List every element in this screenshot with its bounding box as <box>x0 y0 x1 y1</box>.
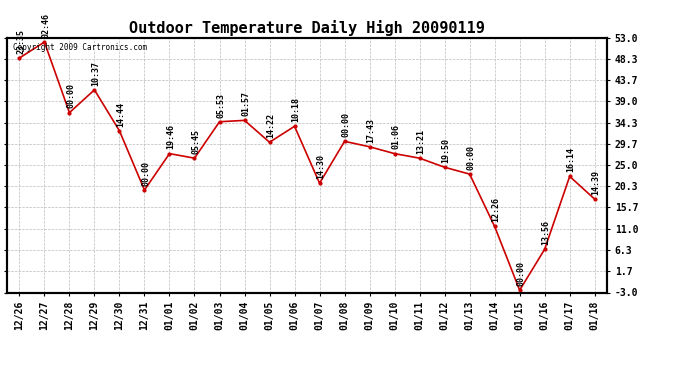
Text: 00:00: 00:00 <box>342 112 351 137</box>
Text: 01:06: 01:06 <box>391 124 400 150</box>
Text: 14:44: 14:44 <box>117 102 126 127</box>
Text: 16:14: 16:14 <box>566 147 575 172</box>
Text: 13:21: 13:21 <box>417 129 426 154</box>
Text: 00:00: 00:00 <box>466 145 475 170</box>
Text: 14:39: 14:39 <box>591 170 600 195</box>
Text: 14:30: 14:30 <box>317 154 326 179</box>
Text: 23:35: 23:35 <box>17 29 26 54</box>
Text: 00:00: 00:00 <box>141 161 150 186</box>
Text: 19:50: 19:50 <box>442 138 451 163</box>
Text: 13:56: 13:56 <box>542 220 551 245</box>
Text: 00:00: 00:00 <box>66 84 75 108</box>
Text: Copyright 2009 Cartronics.com: Copyright 2009 Cartronics.com <box>13 43 147 52</box>
Text: 00:00: 00:00 <box>517 261 526 286</box>
Text: 05:45: 05:45 <box>191 129 200 154</box>
Text: 01:57: 01:57 <box>241 91 250 116</box>
Text: 10:37: 10:37 <box>91 61 100 86</box>
Title: Outdoor Temperature Daily High 20090119: Outdoor Temperature Daily High 20090119 <box>129 20 485 36</box>
Text: 14:22: 14:22 <box>266 113 275 138</box>
Text: 05:53: 05:53 <box>217 93 226 118</box>
Text: 12:26: 12:26 <box>491 197 500 222</box>
Text: 19:46: 19:46 <box>166 124 175 150</box>
Text: 17:43: 17:43 <box>366 118 375 142</box>
Text: 02:46: 02:46 <box>41 13 50 38</box>
Text: 10:18: 10:18 <box>291 97 300 122</box>
